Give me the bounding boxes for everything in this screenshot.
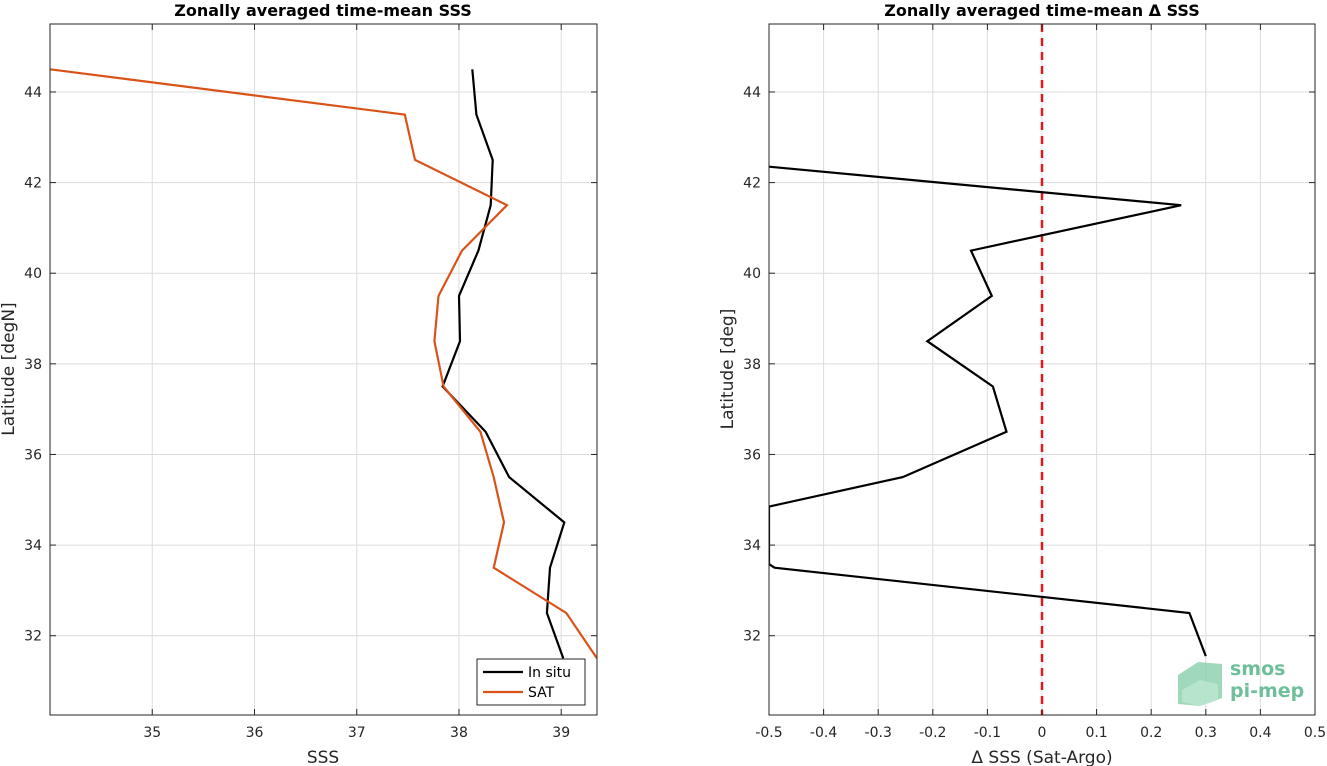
y-tick-label: 32	[743, 629, 761, 645]
x-tick-label: 0.4	[1249, 725, 1271, 741]
y-axis-label-right: Latitude [deg]	[718, 309, 738, 430]
chart-title-right: Zonally averaged time-mean Δ SSS	[884, 1, 1200, 20]
x-tick-label: 35	[143, 725, 161, 741]
x-tick-label: -0.4	[810, 725, 837, 741]
smos-pi-mep-logo: smos pi-mep	[1178, 658, 1304, 706]
x-tick-label: 36	[246, 725, 264, 741]
x-tick-label: 37	[348, 725, 366, 741]
y-tick-label: 44	[24, 85, 42, 101]
x-axis-label-left: SSS	[307, 748, 339, 766]
x-tick-label: 0.3	[1195, 725, 1217, 741]
legend: In situ SAT	[476, 658, 586, 706]
x-tick-label: -0.2	[919, 725, 946, 741]
y-tick-label: 34	[743, 538, 761, 554]
y-tick-label: 38	[24, 357, 42, 373]
panel-delta-sss: -0.5 -0.4 -0.3 -0.2 -0.1 0 0.1 0.2 0.3 0.4 0.5 32 34…	[718, 1, 1326, 766]
y-tick-label: 40	[743, 266, 761, 282]
legend-label-in-situ: In situ	[528, 665, 571, 681]
x-tick-label: 38	[450, 725, 468, 741]
chart-title-left: Zonally averaged time-mean SSS	[174, 1, 472, 20]
ticks-right: -0.5 -0.4 -0.3 -0.2 -0.1 0 0.1 0.2 0.3 0.4 0.5 32 34…	[743, 24, 1326, 741]
y-axis-label-left: Latitude [degN]	[0, 302, 19, 435]
series-line-delta-sss	[769, 165, 1207, 657]
y-tick-label: 44	[743, 85, 761, 101]
x-axis-label-right: Δ SSS (Sat-Argo)	[971, 748, 1112, 766]
x-tick-label: 0.2	[1140, 725, 1162, 741]
legend-box	[476, 658, 586, 706]
y-tick-label: 42	[743, 176, 761, 192]
series-left	[50, 68, 597, 660]
plot-frame-left	[49, 23, 598, 716]
series-line-in-situ	[441, 69, 566, 659]
x-tick-label: 39	[552, 725, 570, 741]
x-tick-label: -0.1	[974, 725, 1001, 741]
logo-text-smos: smos	[1230, 658, 1285, 680]
y-tick-label: 38	[743, 357, 761, 373]
legend-label-sat: SAT	[528, 685, 555, 701]
x-tick-label: 0.5	[1304, 725, 1326, 741]
x-tick-label: -0.5	[755, 725, 782, 741]
logo-wave-highlight-icon	[1182, 680, 1218, 706]
y-tick-label: 42	[24, 176, 42, 192]
x-tick-label: 0	[1038, 725, 1047, 741]
x-tick-label: 0.1	[1085, 725, 1107, 741]
ticks-left: 35 36 37 38 39 32 34 36 38 40 42 44	[24, 24, 597, 741]
grid-left	[50, 24, 597, 715]
y-tick-label: 32	[24, 629, 42, 645]
series-line-sat	[50, 68, 597, 660]
series-right	[769, 165, 1207, 657]
x-tick-label: -0.3	[865, 725, 892, 741]
y-tick-label: 40	[24, 266, 42, 282]
logo-text-pi-mep: pi-mep	[1230, 680, 1304, 702]
y-tick-label: 36	[24, 447, 42, 463]
panel-sss: 35 36 37 38 39 32 34 36 38 40 42 44 Zonally average…	[0, 1, 598, 766]
y-tick-label: 34	[24, 538, 42, 554]
y-tick-label: 36	[743, 447, 761, 463]
